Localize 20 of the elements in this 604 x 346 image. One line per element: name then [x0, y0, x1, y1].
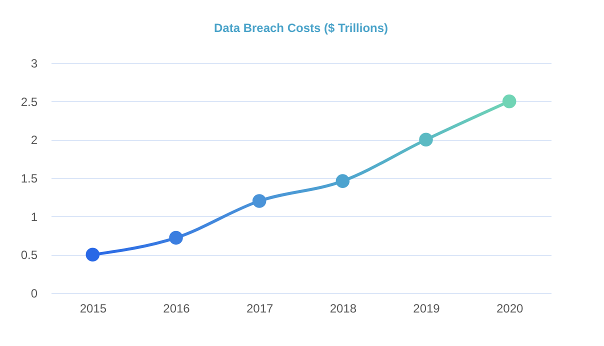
x-tick-label: 2020 [496, 302, 524, 316]
x-tick-label: 2017 [246, 302, 274, 316]
point [336, 174, 350, 188]
x-tick-label: 2019 [413, 302, 440, 316]
x-tick-label: 2016 [163, 302, 190, 316]
point [252, 194, 266, 208]
chart-title: Data Breach Costs ($ Trillions) [214, 21, 388, 35]
y-tick-label: 1 [30, 210, 38, 224]
point [169, 230, 183, 245]
point [502, 94, 516, 108]
y-tick-label: 0.5 [20, 248, 38, 262]
y-tick-label: 2 [30, 133, 38, 148]
point [419, 132, 433, 147]
y-tick-label: 2.5 [20, 94, 38, 109]
x-tick-label: 2018 [330, 302, 357, 316]
y-tick-label: 0 [30, 286, 38, 300]
x-tick-label: 2015 [80, 302, 107, 316]
y-tick-label: 3 [30, 56, 38, 70]
point [86, 248, 100, 262]
y-tick-label: 1.5 [20, 172, 38, 186]
